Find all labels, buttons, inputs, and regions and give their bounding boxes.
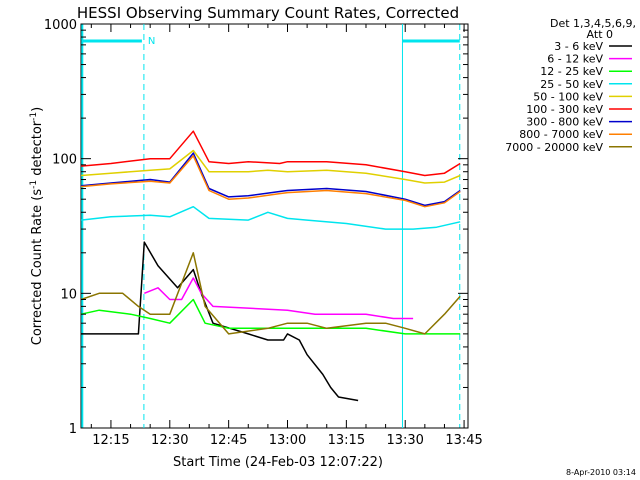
x-tick-label-1: 12:30 [151,433,188,448]
legend-header-line2: Att 0 [587,28,613,41]
x-axis-label: Start Time (24-Feb-03 12:07:22) [173,455,383,470]
y-axis-label-mid: detector [30,120,45,180]
x-tick-label-4: 13:15 [328,433,365,448]
y-axis-label: Corrected Count Rate (s-1 detector-1) [29,107,45,345]
night-label: N [148,36,155,47]
legend-label-0: 3 - 6 keV [554,40,603,53]
x-tick-label-0: 12:15 [92,433,129,448]
y-tick-label-2: 100 [52,153,77,168]
legend-label-7: 800 - 7000 keV [519,128,603,141]
axis-ticks: 12:15 12:30 12:45 13:00 13:15 13:30 13:45 1 10 10… [44,18,483,448]
series-line-4 [81,149,461,184]
footer-timestamp: 8-Apr-2010 03:14 [566,468,636,477]
chart-title: HESSI Observing Summary Count Rates, Cor… [77,4,459,22]
y-axis-label-sup2: -1 [29,112,39,121]
series-line-3 [81,205,461,230]
y-tick-label-3: 1000 [44,18,77,33]
series-layer [80,130,461,402]
legend-label-1: 6 - 12 keV [547,53,603,66]
series-line-1 [144,277,414,320]
series-line-6 [81,152,461,207]
legend-header-line1: Det 1,3,4,5,6,9, [550,17,636,30]
x-tick-label-6: 13:45 [445,433,482,448]
x-tick-label-2: 12:45 [210,433,247,448]
legend-label-4: 50 - 100 keV [533,90,603,103]
series-line-2 [80,298,461,335]
series-line-8 [80,252,461,335]
y-axis-label-sup1: -1 [29,180,39,189]
legend-label-6: 300 - 800 keV [526,116,603,129]
y-axis-label-end: ) [30,107,45,112]
attenuator-and-night-markers: N [81,24,461,428]
legend-label-3: 25 - 50 keV [540,78,603,91]
series-line-0 [81,241,359,402]
legend-label-5: 100 - 300 keV [526,103,603,116]
y-tick-label-0: 1 [69,422,77,437]
legend-label-2: 12 - 25 keV [540,65,603,78]
x-tick-label-3: 13:00 [269,433,306,448]
y-axis-label-main: Corrected Count Rate (s [30,189,45,346]
plot-frame [80,23,469,429]
plot-area: N 12:15 12:30 12:45 13:00 13:15 13:30 13:45 1 10… [44,18,483,448]
series-line-5 [81,130,461,177]
x-tick-label-5: 13:30 [386,433,423,448]
legend-label-8: 7000 - 20000 keV [505,141,603,154]
series-line-7 [81,155,461,208]
y-tick-label-1: 10 [60,287,77,302]
